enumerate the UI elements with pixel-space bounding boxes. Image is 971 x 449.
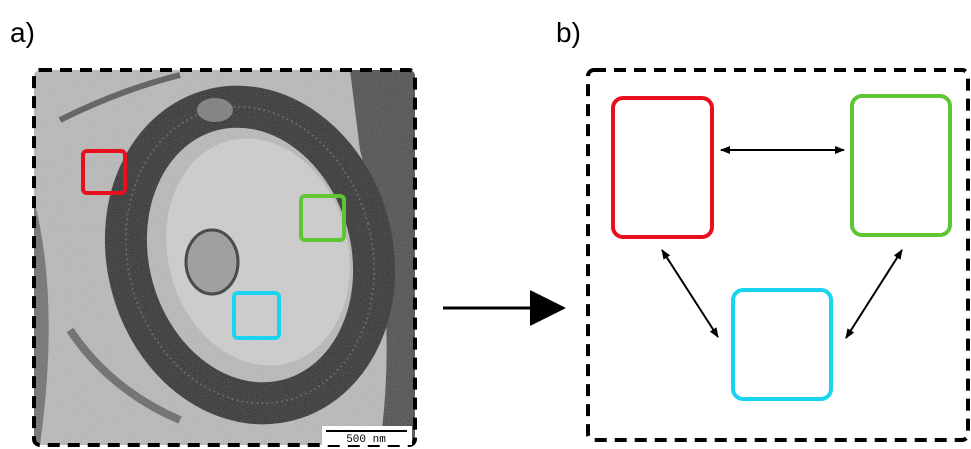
node-cyan	[733, 290, 831, 399]
micrograph	[34, 70, 415, 445]
link	[846, 250, 902, 338]
node-red	[613, 98, 712, 237]
figure: a) b) 500 nm	[0, 0, 971, 449]
link	[662, 250, 718, 337]
panel-label: a)	[10, 17, 35, 48]
arrow-head	[530, 290, 566, 326]
panel-border	[588, 70, 968, 440]
scale-label: 500 nm	[346, 434, 386, 446]
node-green	[852, 96, 950, 235]
panel-label: b)	[556, 17, 581, 48]
